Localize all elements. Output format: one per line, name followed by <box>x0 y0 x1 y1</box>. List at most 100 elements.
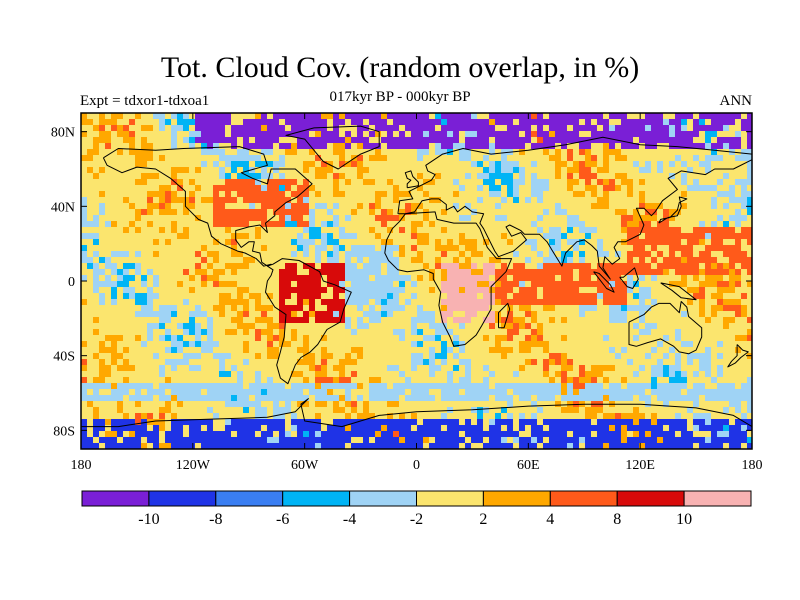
field-cell <box>621 305 627 311</box>
field-cell <box>183 359 189 365</box>
field-cell <box>471 263 477 269</box>
field-cell <box>663 365 669 371</box>
field-cell <box>339 437 345 443</box>
field-cell <box>651 365 657 371</box>
field-cell <box>459 281 465 287</box>
field-cell <box>477 269 483 275</box>
field-cell <box>519 119 525 125</box>
colorbar-swatch <box>349 490 418 507</box>
field-cell <box>435 119 441 125</box>
field-cell <box>681 119 687 125</box>
field-cell <box>747 263 752 269</box>
field-cell <box>543 269 549 275</box>
field-cell <box>747 443 752 449</box>
field-cell <box>225 443 231 449</box>
field-cell <box>375 281 381 287</box>
field-cell <box>303 239 309 245</box>
field-cell <box>105 443 111 449</box>
field-cell <box>243 419 249 425</box>
field-cell <box>387 287 393 293</box>
field-cell <box>699 299 705 305</box>
field-cell <box>699 269 705 275</box>
field-cell <box>81 257 87 263</box>
field-cell <box>447 395 453 401</box>
field-cell <box>459 251 465 257</box>
field-cell <box>513 323 519 329</box>
field-cell <box>375 149 381 155</box>
field-cell <box>663 227 669 233</box>
field-cell <box>117 431 123 437</box>
field-cell <box>675 281 681 287</box>
field-cell <box>675 365 681 371</box>
field-cell <box>477 287 483 293</box>
field-cell <box>171 305 177 311</box>
field-cell <box>273 389 279 395</box>
field-cell <box>171 131 177 137</box>
field-cell <box>627 443 633 449</box>
field-cell <box>243 125 249 131</box>
field-cell <box>159 125 165 131</box>
field-cell <box>741 293 747 299</box>
field-cell <box>735 239 741 245</box>
field-cell <box>729 401 735 407</box>
field-cell <box>723 323 729 329</box>
field-cell <box>657 131 663 137</box>
field-cell <box>561 377 567 383</box>
field-cell <box>555 437 561 443</box>
field-cell <box>627 419 633 425</box>
field-cell <box>591 305 597 311</box>
field-cell <box>171 341 177 347</box>
field-cell <box>561 263 567 269</box>
field-cell <box>663 389 669 395</box>
field-cell <box>291 215 297 221</box>
field-cell <box>603 137 609 143</box>
field-cell <box>231 209 237 215</box>
field-cell <box>585 275 591 281</box>
field-cell <box>627 239 633 245</box>
field-cell <box>237 419 243 425</box>
field-cell <box>489 437 495 443</box>
field-cell <box>81 155 87 161</box>
field-cell <box>219 293 225 299</box>
field-cell <box>567 131 573 137</box>
field-cell <box>453 179 459 185</box>
field-cell <box>147 125 153 131</box>
field-cell <box>723 227 729 233</box>
field-cell <box>747 131 752 137</box>
field-cell <box>687 407 693 413</box>
field-cell <box>471 311 477 317</box>
field-cell <box>387 389 393 395</box>
field-cell <box>627 131 633 137</box>
field-cell <box>297 437 303 443</box>
field-cell <box>747 281 752 287</box>
field-cell <box>405 119 411 125</box>
field-cell <box>525 395 531 401</box>
field-cell <box>513 389 519 395</box>
field-cell <box>453 425 459 431</box>
field-cell <box>387 299 393 305</box>
field-cell <box>645 233 651 239</box>
field-cell <box>363 269 369 275</box>
field-cell <box>549 419 555 425</box>
lat-tick-label: 40N <box>51 200 75 215</box>
field-cell <box>495 413 501 419</box>
field-cell <box>447 419 453 425</box>
field-cell <box>333 425 339 431</box>
field-cell <box>381 419 387 425</box>
field-cell <box>387 137 393 143</box>
field-cell <box>219 167 225 173</box>
field-cell <box>627 233 633 239</box>
field-cell <box>333 317 339 323</box>
field-cell <box>243 401 249 407</box>
field-cell <box>609 311 615 317</box>
field-cell <box>699 305 705 311</box>
field-cell <box>501 347 507 353</box>
field-cell <box>723 263 729 269</box>
field-cell <box>585 299 591 305</box>
field-cell <box>537 431 543 437</box>
field-cell <box>471 425 477 431</box>
field-cell <box>465 389 471 395</box>
field-cell <box>243 329 249 335</box>
field-cell <box>447 281 453 287</box>
field-cell <box>585 143 591 149</box>
